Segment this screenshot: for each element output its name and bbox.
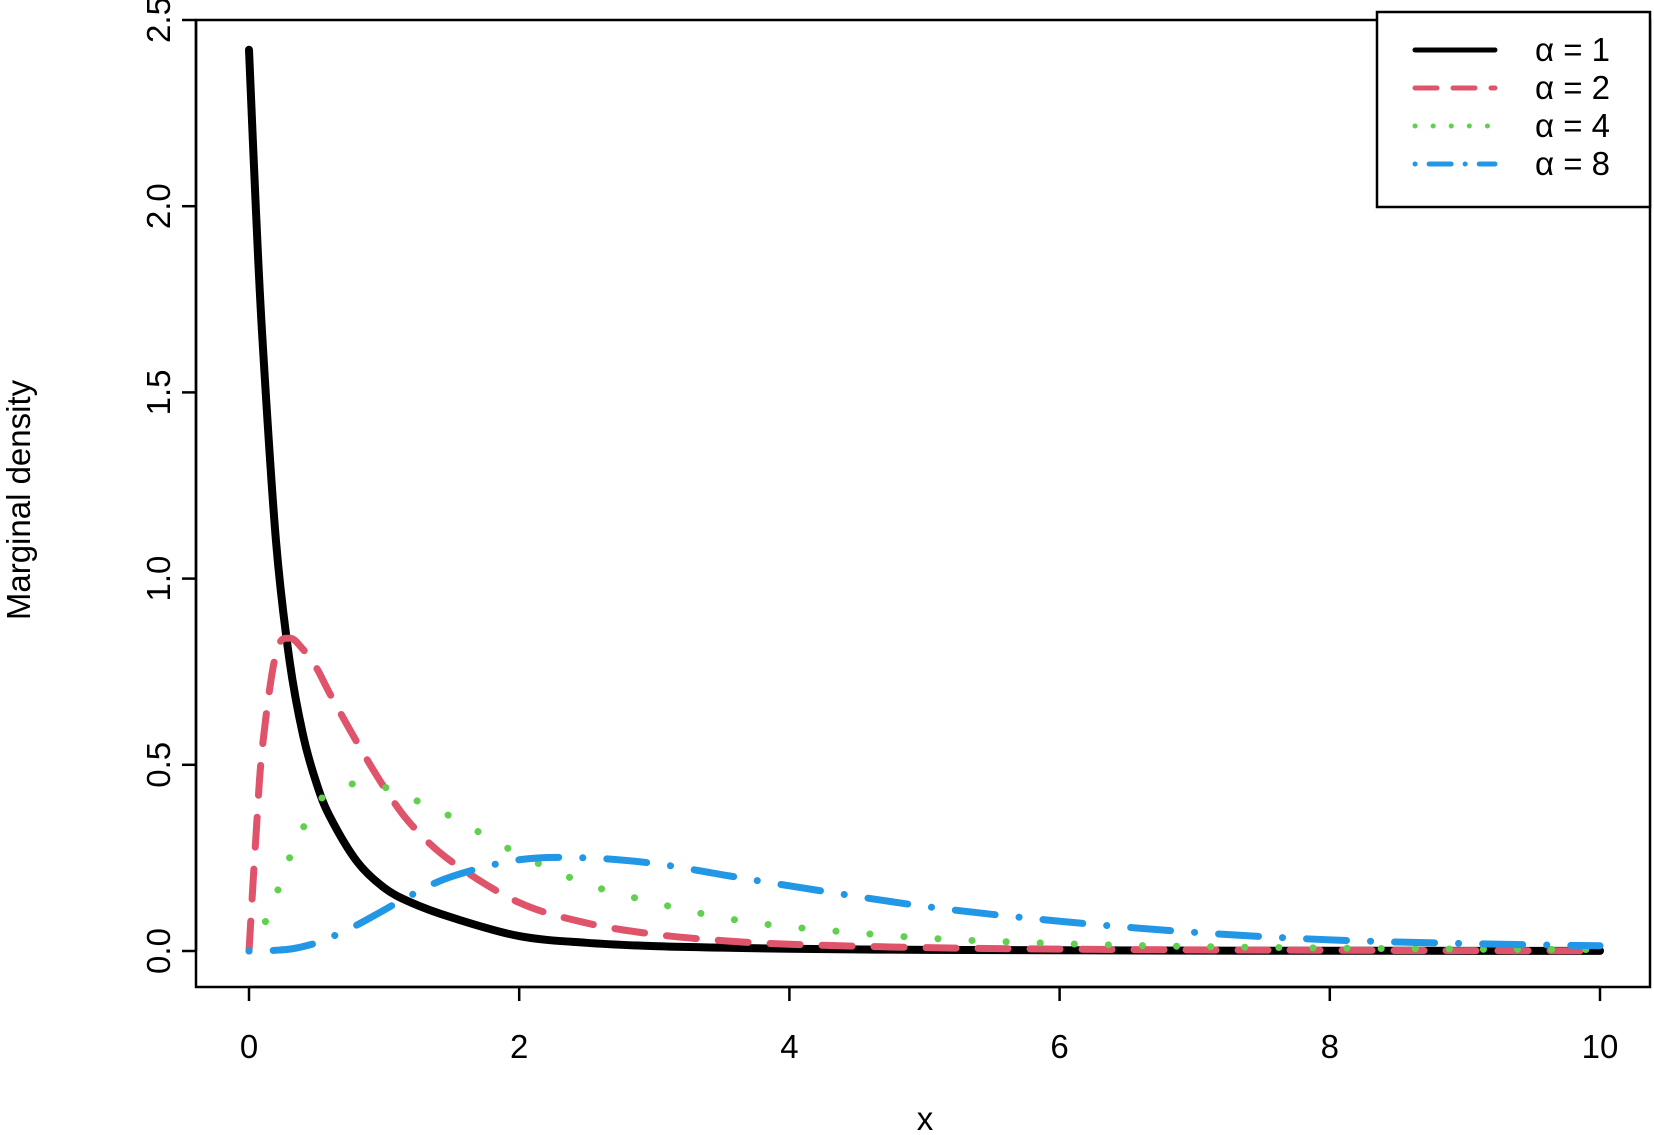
legend: α = 1α = 2α = 4α = 8 <box>1375 10 1652 209</box>
legend-label-2: α = 2 <box>1535 69 1610 106</box>
x-tick-label: 10 <box>1582 1028 1619 1065</box>
y-tick-label: 2.5 <box>140 0 177 43</box>
legend-label-1: α = 1 <box>1535 31 1610 68</box>
series-line-3 <box>245 779 1604 955</box>
x-tick-label: 0 <box>240 1028 258 1065</box>
y-tick-label: 1.0 <box>140 556 177 602</box>
x-axis-title: x <box>917 1100 934 1135</box>
x-tick-label: 8 <box>1321 1028 1339 1065</box>
x-tick-label: 2 <box>510 1028 528 1065</box>
legend-box <box>1375 10 1652 209</box>
series-line-4 <box>245 853 1604 955</box>
x-tick-label: 4 <box>780 1028 798 1065</box>
y-tick-label: 2.0 <box>140 183 177 229</box>
x-tick-label: 6 <box>1050 1028 1068 1065</box>
y-tick-label: 0.5 <box>140 742 177 788</box>
series-line-2 <box>245 634 1604 955</box>
x-axis: 0 2 4 6 8 10 <box>240 985 1619 1065</box>
y-axis: 0.0 0.5 1.0 1.5 2.0 2.5 <box>140 0 198 974</box>
series-layer <box>245 45 1604 955</box>
legend-label-4: α = 8 <box>1535 145 1610 182</box>
y-tick-label: 0.0 <box>140 928 177 974</box>
y-axis-title: Marginal density <box>0 379 37 620</box>
series-line-1 <box>245 45 1604 955</box>
y-tick-label: 1.5 <box>140 369 177 415</box>
legend-label-3: α = 4 <box>1535 107 1610 144</box>
